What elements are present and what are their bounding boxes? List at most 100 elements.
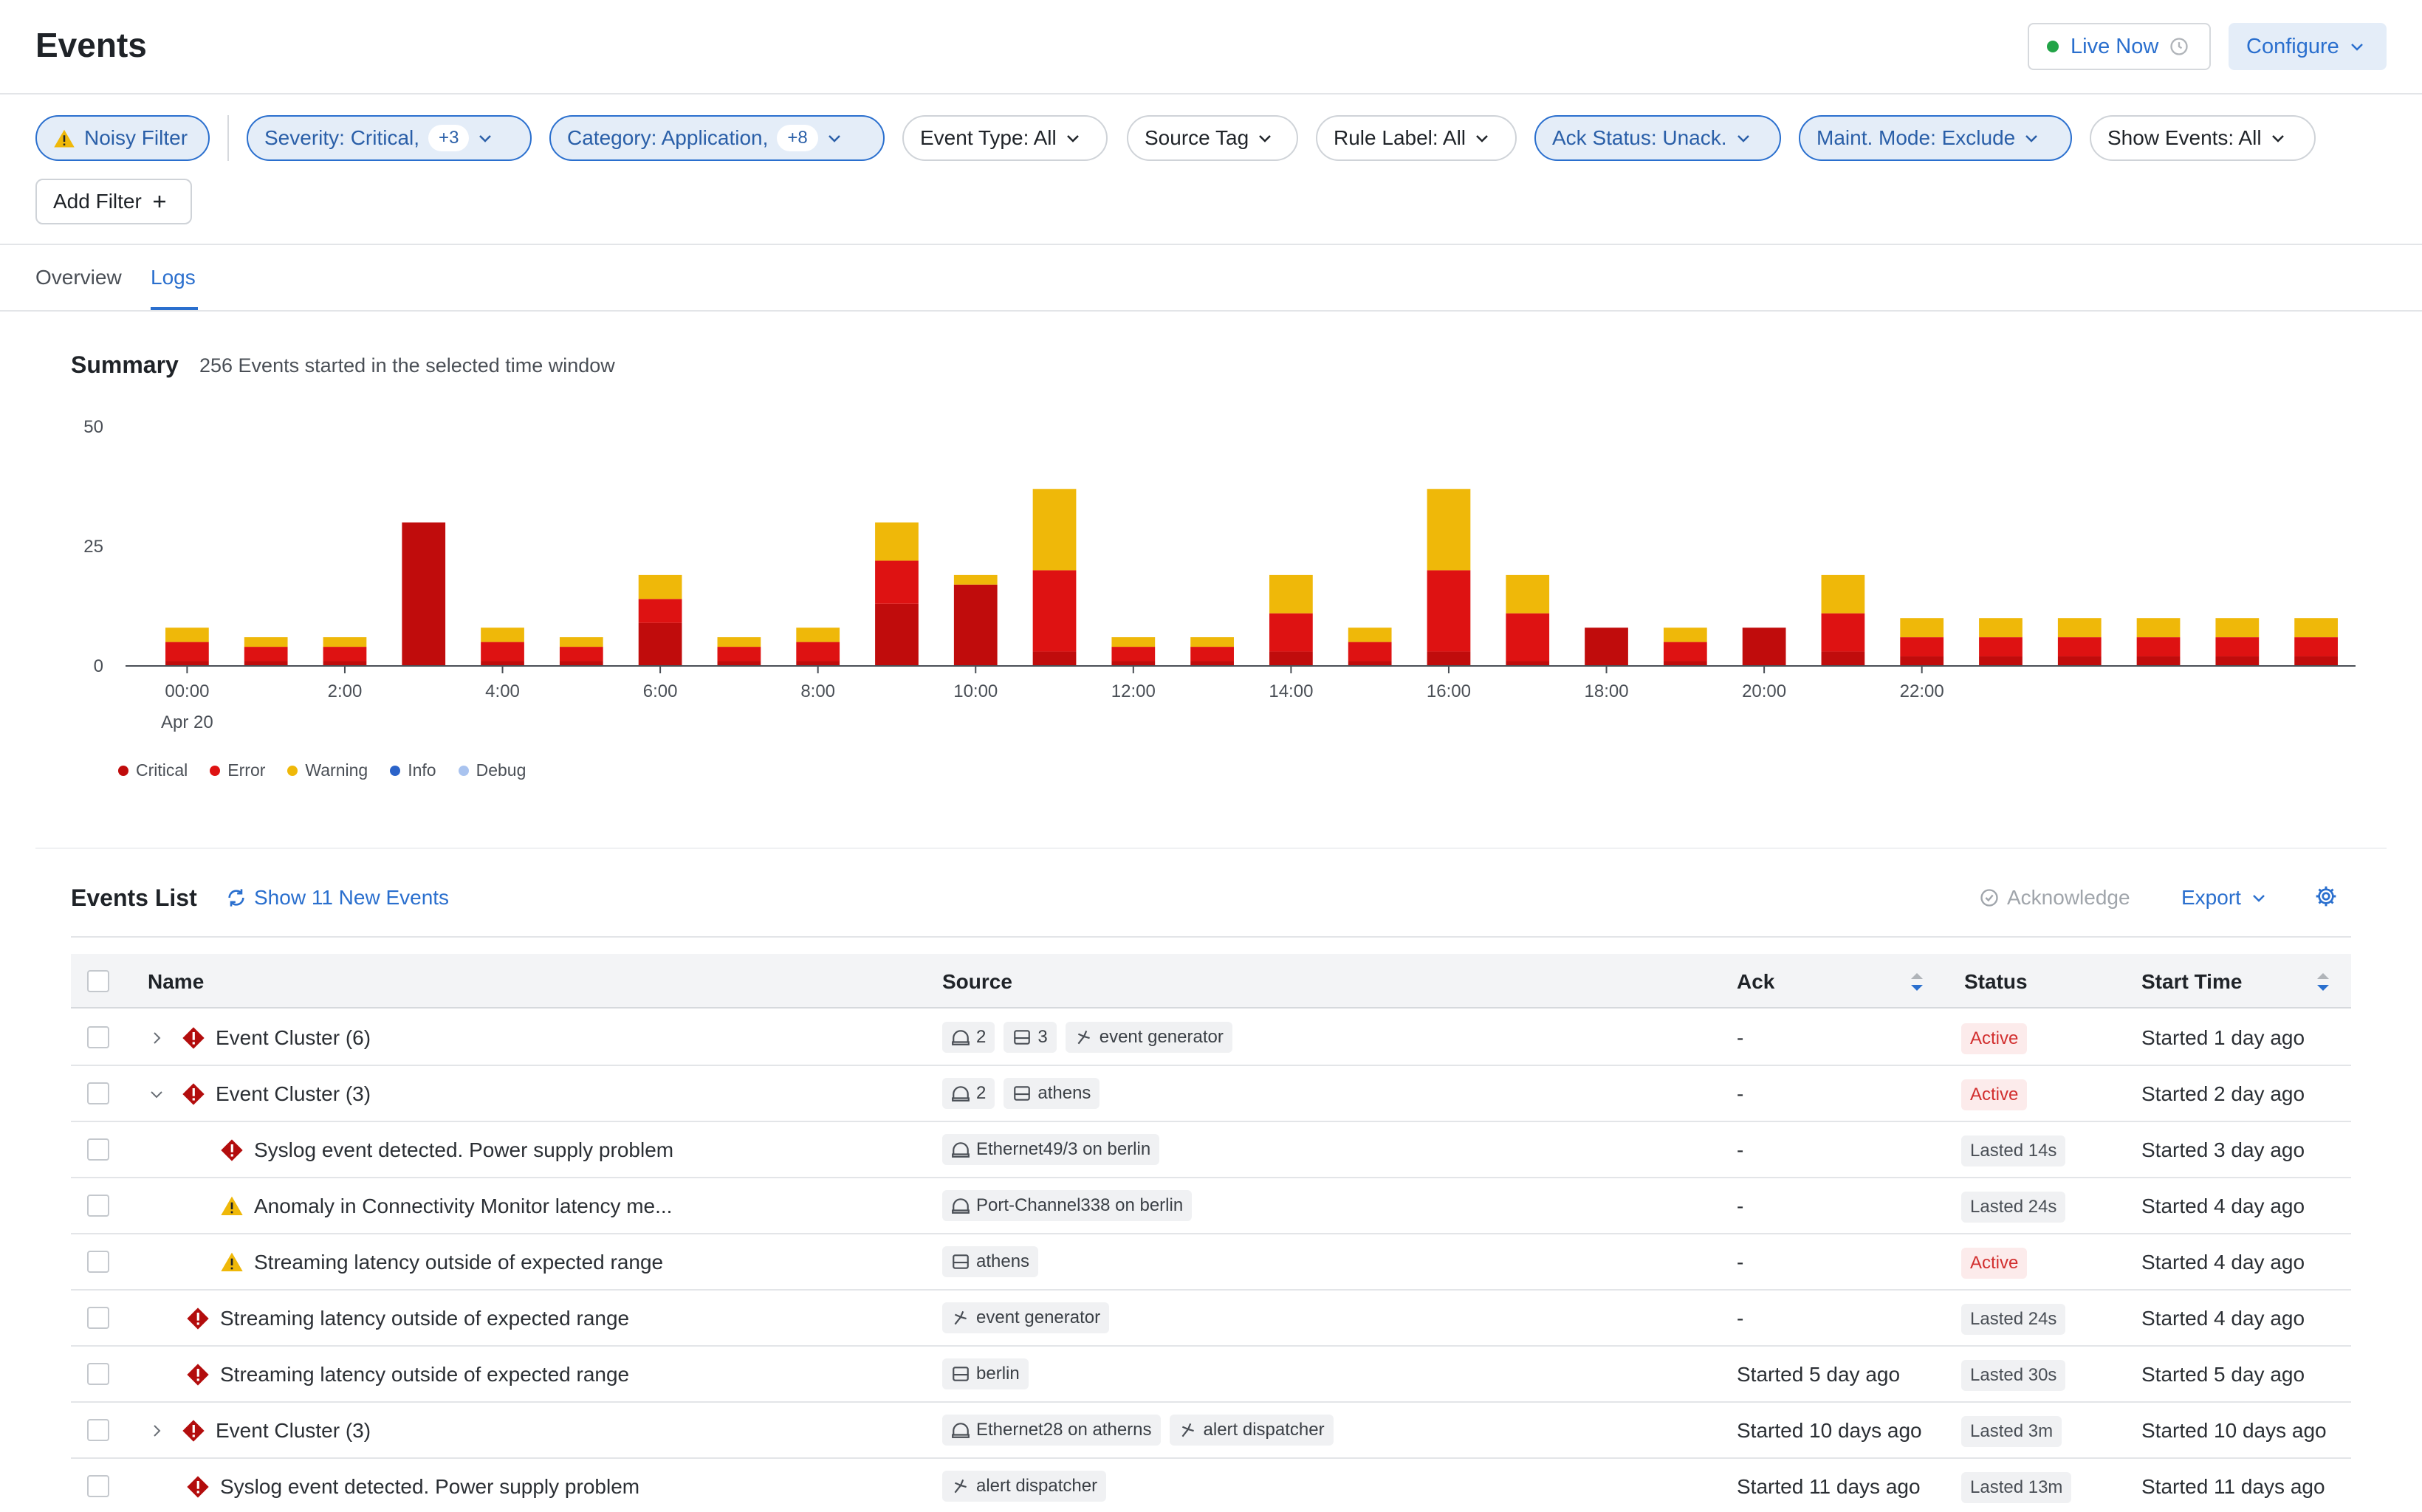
bar-segment-error[interactable]: [2294, 637, 2338, 657]
bar-segment-critical[interactable]: [402, 522, 446, 666]
bar-segment-warning[interactable]: [1506, 574, 1550, 614]
event-name[interactable]: Event Cluster (3): [216, 1082, 371, 1105]
bar-segment-critical[interactable]: [2136, 656, 2181, 666]
table-row[interactable]: Syslog event detected. Power supply prob…: [71, 1122, 2351, 1178]
bar-segment-error[interactable]: [1900, 637, 1944, 657]
bar-segment-warning[interactable]: [165, 628, 209, 642]
bar-segment-error[interactable]: [559, 647, 603, 662]
event-name[interactable]: Syslog event detected. Power supply prob…: [220, 1475, 640, 1498]
source-tag-filter-chip[interactable]: Source Tag: [1127, 115, 1298, 161]
gear-icon[interactable]: [2314, 884, 2338, 912]
ack-status-filter-chip[interactable]: Ack Status: Unack.: [1534, 115, 1781, 161]
row-checkbox[interactable]: [87, 1195, 109, 1217]
bar-segment-error[interactable]: [481, 642, 524, 662]
legend-item[interactable]: Debug: [458, 760, 526, 780]
bar-segment-critical[interactable]: [1821, 651, 1865, 666]
bar-segment-critical[interactable]: [1269, 651, 1313, 666]
legend-item[interactable]: Info: [390, 760, 436, 780]
show-new-events-button[interactable]: Show 11 New Events: [226, 886, 449, 910]
bar-segment-error[interactable]: [1427, 570, 1471, 652]
bar-segment-critical[interactable]: [953, 584, 998, 666]
bar-segment-error[interactable]: [165, 642, 209, 662]
bar-segment-critical[interactable]: [717, 661, 761, 666]
table-row[interactable]: Event Cluster (3) 2 athens - Active Started 2…: [71, 1066, 2351, 1122]
row-checkbox[interactable]: [87, 1026, 109, 1048]
source-tag[interactable]: athens: [1004, 1078, 1100, 1109]
bar-segment-critical[interactable]: [1979, 656, 2023, 666]
bar-segment-critical[interactable]: [1900, 656, 1944, 666]
show-events-filter-chip[interactable]: Show Events: All: [2090, 115, 2316, 161]
bar-segment-critical[interactable]: [1506, 661, 1550, 666]
bar-segment-critical[interactable]: [323, 661, 367, 666]
bar-segment-critical[interactable]: [1111, 661, 1156, 666]
bar-segment-warning[interactable]: [1190, 637, 1234, 647]
table-row[interactable]: Event Cluster (6) 2 3 event generator - Activ…: [71, 1010, 2351, 1066]
bar-segment-error[interactable]: [1269, 613, 1313, 652]
event-name[interactable]: Event Cluster (3): [216, 1419, 371, 1442]
maint-mode-filter-chip[interactable]: Maint. Mode: Exclude: [1799, 115, 2072, 161]
bar-segment-critical[interactable]: [638, 622, 682, 666]
bar-segment-warning[interactable]: [1900, 618, 1944, 638]
bar-segment-critical[interactable]: [1585, 628, 1628, 666]
column-source[interactable]: Source: [942, 970, 1012, 993]
bar-segment-critical[interactable]: [2215, 656, 2260, 666]
bar-segment-error[interactable]: [1663, 642, 1707, 662]
bar-segment-critical[interactable]: [875, 603, 919, 666]
bar-segment-critical[interactable]: [796, 661, 840, 666]
bar-segment-warning[interactable]: [717, 637, 761, 647]
severity-filter-chip[interactable]: Severity: Critical, +3: [247, 115, 532, 161]
source-tag[interactable]: berlin: [942, 1358, 1029, 1389]
bar-segment-warning[interactable]: [1111, 637, 1156, 647]
bar-segment-critical[interactable]: [1190, 661, 1234, 666]
sort-icon[interactable]: [2316, 972, 2330, 992]
source-tag[interactable]: 3: [1004, 1022, 1057, 1053]
bar-segment-warning[interactable]: [875, 522, 919, 561]
tab-overview[interactable]: Overview: [35, 266, 122, 289]
table-row[interactable]: Streaming latency outside of expected ra…: [71, 1291, 2351, 1347]
bar-segment-warning[interactable]: [1427, 489, 1471, 571]
legend-item[interactable]: Critical: [118, 760, 188, 780]
bar-segment-warning[interactable]: [2136, 618, 2181, 638]
bar-segment-warning[interactable]: [559, 637, 603, 647]
event-name[interactable]: Streaming latency outside of expected ra…: [254, 1251, 664, 1274]
source-tag[interactable]: Ethernet28 on atherns: [942, 1415, 1161, 1446]
row-checkbox[interactable]: [87, 1307, 109, 1329]
row-checkbox[interactable]: [87, 1363, 109, 1385]
bar-segment-warning[interactable]: [1348, 628, 1392, 642]
bar-segment-critical[interactable]: [2057, 656, 2102, 666]
bar-segment-error[interactable]: [1190, 647, 1234, 662]
bar-segment-warning[interactable]: [1821, 574, 1865, 614]
bar-segment-warning[interactable]: [2057, 618, 2102, 638]
source-tag[interactable]: 2: [942, 1078, 995, 1109]
source-tag[interactable]: athens: [942, 1246, 1039, 1277]
tab-logs[interactable]: Logs: [151, 266, 196, 289]
bar-segment-critical[interactable]: [1427, 651, 1471, 666]
bar-segment-critical[interactable]: [1663, 661, 1707, 666]
bar-segment-error[interactable]: [1506, 613, 1550, 662]
sort-icon[interactable]: [1910, 972, 1924, 992]
event-name[interactable]: Streaming latency outside of expected ra…: [220, 1307, 630, 1330]
event-name[interactable]: Anomaly in Connectivity Monitor latency …: [254, 1195, 673, 1217]
bar-segment-warning[interactable]: [796, 628, 840, 642]
event-name[interactable]: Streaming latency outside of expected ra…: [220, 1363, 630, 1386]
table-row[interactable]: Syslog event detected. Power supply prob…: [71, 1459, 2351, 1512]
live-now-button[interactable]: Live Now: [2028, 23, 2211, 70]
column-ack[interactable]: Ack: [1737, 970, 1775, 993]
bar-segment-warning[interactable]: [953, 574, 998, 585]
source-tag[interactable]: alert dispatcher: [942, 1471, 1107, 1502]
legend-item[interactable]: Warning: [287, 760, 368, 780]
bar-segment-warning[interactable]: [323, 637, 367, 647]
bar-segment-error[interactable]: [2057, 637, 2102, 657]
acknowledge-button[interactable]: Acknowledge: [1979, 886, 2130, 910]
bar-segment-error[interactable]: [1111, 647, 1156, 662]
source-tag[interactable]: Port-Channel338 on berlin: [942, 1190, 1193, 1221]
bar-segment-warning[interactable]: [2294, 618, 2338, 638]
row-checkbox[interactable]: [87, 1082, 109, 1104]
bar-segment-warning[interactable]: [1979, 618, 2023, 638]
bar-segment-critical[interactable]: [1742, 628, 1786, 666]
column-name[interactable]: Name: [148, 970, 205, 993]
table-row[interactable]: Event Cluster (3) Ethernet28 on atherns al…: [71, 1403, 2351, 1459]
select-all-checkbox[interactable]: [87, 970, 109, 992]
bar-segment-warning[interactable]: [481, 628, 524, 642]
noisy-filter-chip[interactable]: Noisy Filter: [35, 115, 210, 161]
